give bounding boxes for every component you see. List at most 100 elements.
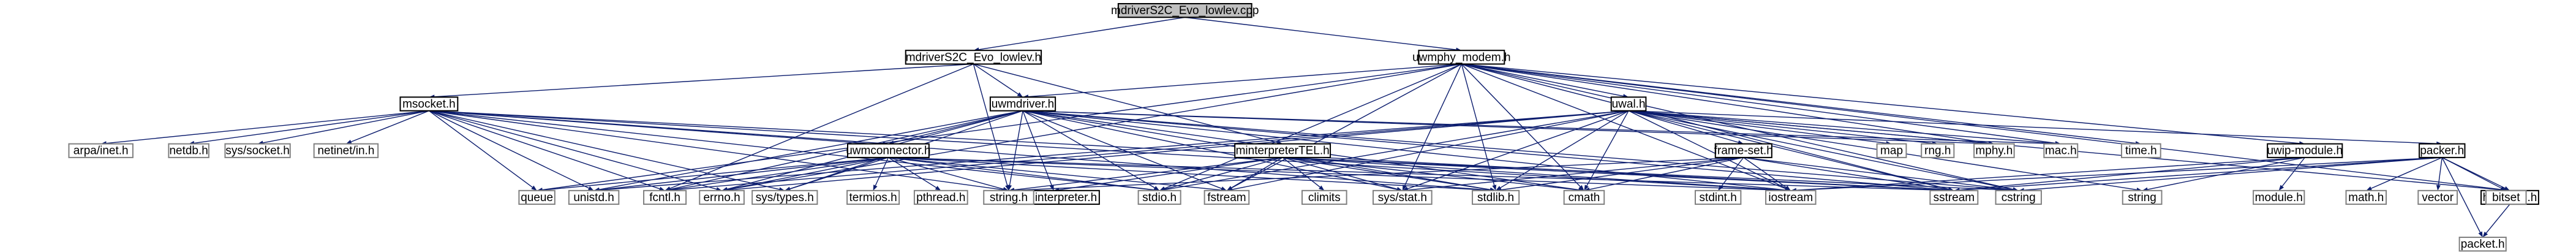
- edge-line: [263, 110, 429, 143]
- arrowhead-icon: [873, 185, 878, 191]
- edge-uwmconnector-to-systypes: [785, 157, 889, 191]
- edge-hdruwal-to-packet: [2482, 204, 2510, 238]
- edge-line: [1282, 157, 1320, 188]
- node-uwipmodule[interactable]: uwip-module.h: [2267, 143, 2343, 158]
- edge-line: [669, 63, 974, 189]
- edge-uwipmodule-to-module: [2278, 157, 2305, 191]
- edge-packer-to-packet: [2441, 157, 2483, 238]
- edge-uwmphy-to-stdlib: [1461, 64, 1497, 191]
- node-label: uwal.h: [1612, 98, 1646, 111]
- edge-msocket-to-errno: [429, 110, 722, 191]
- node-label: stdlib.h: [1477, 191, 1514, 204]
- node-frameset[interactable]: frame-set.h: [1714, 143, 1773, 158]
- edge-line: [542, 63, 1462, 191]
- node-label: cmath: [1569, 191, 1600, 204]
- edge-msocket-to-netdb: [189, 110, 429, 145]
- edge-line: [1461, 64, 1495, 186]
- edge-line: [1501, 157, 1744, 191]
- edge-line: [1721, 157, 1744, 187]
- node-mdrv[interactable]: mdriverS2C_Evo_lowlev.h: [905, 50, 1042, 65]
- node-box: [1117, 2, 1252, 18]
- arrowhead-icon: [1718, 185, 1723, 191]
- node-packet: packet.h: [2458, 237, 2507, 252]
- node-msocket[interactable]: msocket.h: [399, 96, 459, 112]
- node-box: [1373, 189, 1433, 205]
- node-box: [568, 189, 620, 205]
- edge-msocket-to-stdlib: [429, 110, 1496, 193]
- node-box: [1563, 189, 1605, 205]
- node-label: msocket.h: [402, 98, 456, 111]
- edge-line: [599, 110, 1629, 191]
- edge-uwmdriver-to-mphy: [1022, 110, 1994, 146]
- edge-line: [1959, 157, 2442, 191]
- node-iostream: iostream: [1765, 189, 1817, 205]
- node-box: [168, 143, 209, 158]
- node-label: map: [1880, 145, 1903, 158]
- edge-uwmconnector-to-pthread: [888, 157, 941, 191]
- node-packer[interactable]: packer.h: [2419, 143, 2466, 158]
- arrowhead-icon: [785, 186, 791, 191]
- node-box: [399, 96, 459, 112]
- edge-line: [428, 110, 533, 188]
- node-box: [846, 189, 900, 205]
- node-time: time.h: [2120, 143, 2161, 158]
- node-root[interactable]: mdriverS2C_Evo_lowlev.cpp: [1111, 2, 1259, 18]
- edge-line: [1586, 110, 1629, 186]
- node-box: [2345, 189, 2387, 205]
- edge-line: [1407, 157, 1744, 191]
- edge-line: [542, 157, 889, 191]
- node-box: [2043, 143, 2079, 158]
- edge-line: [1629, 110, 2437, 144]
- node-uwmdriver[interactable]: uwmdriver.h: [989, 96, 1056, 112]
- edge-uwmphy-to-cmath: [1461, 63, 1584, 191]
- node-string: string: [2122, 189, 2163, 205]
- node-label: sys/socket.h: [225, 145, 290, 158]
- node-box: [1472, 189, 1520, 205]
- arrowhead-icon: [1785, 185, 1791, 191]
- edge-msocket-to-unistd: [429, 110, 594, 191]
- edge-line: [1461, 63, 2014, 190]
- node-label: unistd.h: [573, 191, 614, 204]
- node-label: fcntl.h: [649, 191, 680, 204]
- node-box: [1137, 189, 1181, 205]
- edge-mdrv-to-uwmdriver: [973, 63, 1023, 97]
- edge-line: [1461, 63, 2505, 191]
- edge-uwmdriver-to-stringh: [1007, 110, 1023, 191]
- node-syssocket: sys/socket.h: [224, 143, 291, 158]
- arrowhead-icon: [1007, 185, 1012, 191]
- node-box: [1876, 143, 1907, 158]
- node-label: uwmphy_modem.h: [1412, 51, 1511, 64]
- node-label: uwmdriver.h: [992, 98, 1054, 111]
- node-box: [2485, 189, 2527, 205]
- node-uwal[interactable]: uwal.h: [1610, 96, 1647, 112]
- node-box: [1203, 189, 1250, 205]
- node-box: [1921, 143, 1955, 158]
- node-label: string.h: [990, 191, 1028, 204]
- edge-line: [2024, 157, 2442, 191]
- node-minterpreterTEL[interactable]: minterpreterTEL.h: [1234, 143, 1331, 158]
- edge-line: [429, 110, 660, 189]
- node-label: sys/stat.h: [1378, 191, 1427, 204]
- node-uwmconnector[interactable]: uwmconnector.h: [846, 143, 931, 158]
- edge-line: [194, 110, 429, 144]
- node-box: [643, 189, 687, 205]
- node-queue: queue: [518, 189, 555, 205]
- edge-line: [1014, 157, 1283, 191]
- arrowhead-icon: [658, 186, 665, 191]
- arrowhead-icon: [1049, 185, 1054, 191]
- node-box: [1765, 189, 1817, 205]
- edge-line: [670, 110, 1023, 190]
- edge-minterpreterTEL-to-climits: [1282, 157, 1325, 191]
- node-fstream: fstream: [1203, 189, 1250, 205]
- edge-line: [106, 110, 429, 144]
- edge-line: [1014, 157, 1744, 191]
- edge-line: [1461, 63, 1989, 143]
- node-stdio: stdio.h: [1137, 189, 1181, 205]
- node-label: frame-set.h: [1714, 145, 1773, 158]
- node-box: [846, 143, 930, 158]
- node-box: [2253, 189, 2305, 205]
- edge-line: [429, 110, 1004, 191]
- node-label: vector: [2422, 191, 2454, 204]
- node-label: string: [2128, 191, 2156, 204]
- node-uwmphy[interactable]: uwmphy_modem.h: [1412, 50, 1511, 65]
